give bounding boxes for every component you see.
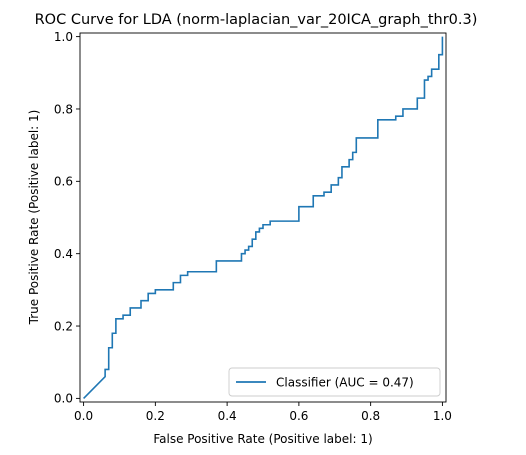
x-tick-label: 0.4 <box>218 409 237 423</box>
y-tick-label: 0.0 <box>54 392 73 406</box>
y-tick-label: 0.2 <box>54 319 73 333</box>
legend-box <box>228 367 441 397</box>
x-tick-label: 0.8 <box>361 409 380 423</box>
x-tick-label: 1.0 <box>433 409 452 423</box>
y-axis-label: True Positive Rate (Positive label: 1) <box>27 110 41 326</box>
x-axis-label: False Positive Rate (Positive label: 1) <box>153 432 372 446</box>
y-axis-ticks: 0.0 0.2 0.4 0.6 0.8 1.0 <box>54 30 80 406</box>
y-tick-label: 0.8 <box>54 102 73 116</box>
y-tick-label: 0.4 <box>54 247 73 261</box>
x-axis-ticks: 0.0 0.2 0.4 0.6 0.8 1.0 <box>74 402 452 423</box>
chart-title: ROC Curve for LDA (norm-laplacian_var_20… <box>35 12 478 28</box>
x-tick-label: 0.2 <box>146 409 165 423</box>
legend: Classifier (AUC = 0.47) <box>228 367 441 397</box>
x-tick-label: 0.0 <box>74 409 93 423</box>
roc-curve-line <box>83 36 444 399</box>
axes-frame <box>79 32 447 403</box>
y-tick-label: 1.0 <box>54 30 73 44</box>
x-tick-label: 0.6 <box>289 409 308 423</box>
legend-label: Classifier (AUC = 0.47) <box>276 376 414 390</box>
y-tick-label: 0.6 <box>54 175 73 189</box>
